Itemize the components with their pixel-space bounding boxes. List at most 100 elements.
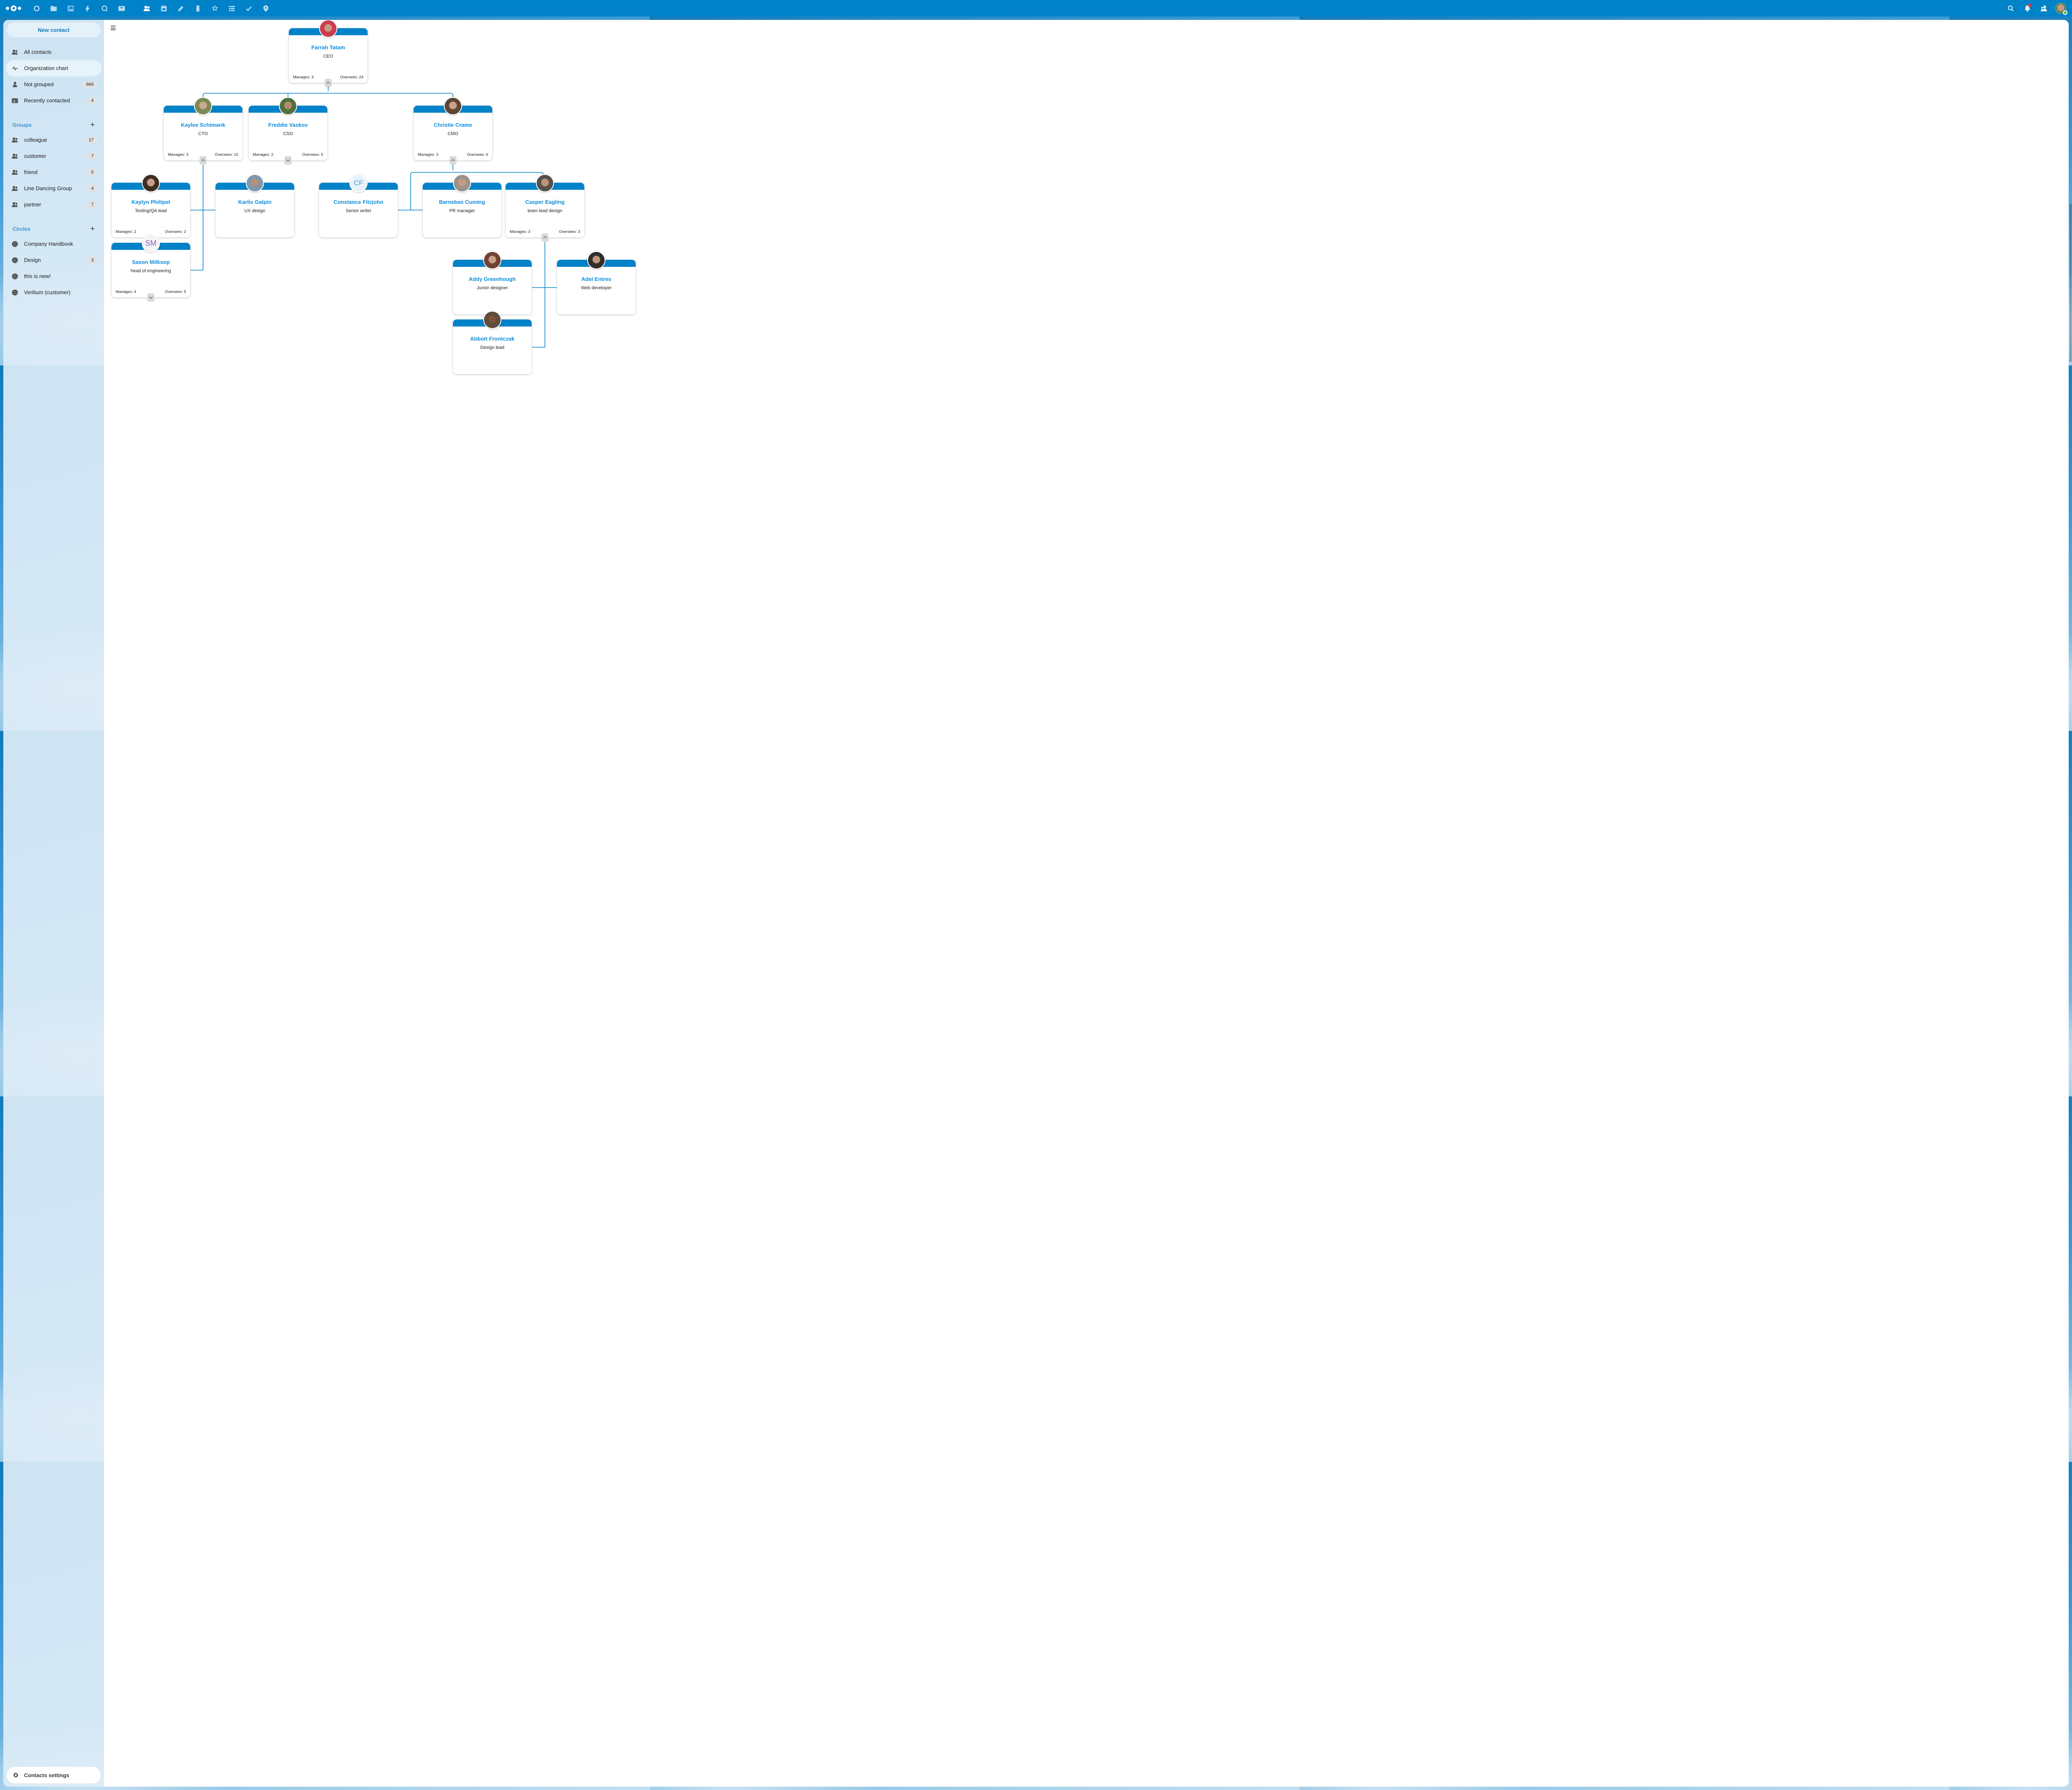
count-badge: 4 [87,185,97,192]
page-scrollbar[interactable] [2070,204,2072,362]
notification-unread-dot [2028,4,2031,7]
oversees-count: Oversees: 5 [165,290,186,294]
org-card-saxon-milksop[interactable]: SM Saxon Milksop head of engineering Man… [111,234,190,301]
maps-icon[interactable] [261,3,271,13]
avatar-abbott-frontczak [483,311,501,329]
collapse-children-button[interactable] [542,233,548,241]
contact-name-link[interactable]: Kaylee Schimank [181,122,225,128]
sidebar-item-circle-this-is-new[interactable]: this is new! [6,268,102,284]
circles-section-header: Circles + [6,222,102,236]
mail-icon[interactable] [116,3,126,13]
org-card-constance-fitzjohn[interactable]: CF Constance Fitzjohn Senior writer [319,174,398,237]
org-card-abbott-frontczak[interactable]: Abbott Frontczak Design lead [453,311,532,374]
people-icon [12,169,18,176]
user-avatar[interactable] [2055,3,2067,15]
contact-name-link[interactable]: Christie Crame [433,122,472,128]
org-chart-canvas[interactable]: Farrah Tatam CEO Manages: 3 Oversees: 24 … [104,20,2069,1787]
hamburger-menu-icon[interactable] [107,23,119,35]
chevron-up-icon [451,159,455,163]
talk-icon[interactable] [99,3,109,13]
sidebar-item-group-line-dancing[interactable]: Line Dancing Group 4 [6,180,102,196]
contact-name-link[interactable]: Abbott Frontczak [470,336,515,342]
org-card-karlis-galpin[interactable]: Karlis Galpin UX design [215,174,294,237]
people-icon [12,201,18,208]
org-card-casper-eagling[interactable]: Casper Eagling team lead design Manages:… [506,174,584,241]
deck-icon[interactable] [193,3,203,13]
oversees-count: Oversees: 2 [165,230,186,234]
sidebar-item-circle-verilium[interactable]: Verilium (customer) [6,284,102,300]
new-contact-button[interactable]: New contact [7,22,101,37]
manages-count: Manages: 3 [510,230,530,234]
contacts-menu-icon[interactable] [2039,3,2049,13]
collapse-children-button[interactable] [325,79,332,87]
sidebar-item-label: Organization chart [24,65,68,71]
org-card-farrah-tatam[interactable]: Farrah Tatam CEO Manages: 3 Oversees: 24 [289,20,368,87]
avatar-kaylee-schimank [194,97,212,115]
expand-children-button[interactable] [148,293,154,301]
contact-role: Junior designer [477,285,508,290]
notifications-bell-icon[interactable] [2022,3,2032,13]
sidebar-item-circle-company-handbook[interactable]: Company Handbook [6,236,102,252]
org-card-kaylee-schimank[interactable]: Kaylee Schimank CTO Manages: 3 Oversees: … [164,97,242,164]
calendar-icon[interactable] [159,3,169,13]
contact-name-link[interactable]: Addy Greenhough [469,276,516,282]
search-icon[interactable] [2006,3,2016,13]
nextcloud-logo[interactable] [6,3,25,13]
count-badge: 966 [82,81,97,88]
person-icon [12,81,18,88]
circle-icon [12,257,18,264]
activity-icon[interactable] [82,3,92,13]
manages-count: Manages: 3 [168,152,189,157]
collectives-icon[interactable] [210,3,220,13]
contact-role: Senior writer [346,208,371,213]
contact-name-link[interactable]: Barnebas Cuming [439,199,485,205]
todo-list-icon[interactable] [227,3,237,13]
sidebar-item-group-colleague[interactable]: colleague 17 [6,132,102,148]
org-card-addy-greenhough[interactable]: Addy Greenhough Junior designer [453,251,532,314]
expand-children-button[interactable] [285,156,291,164]
org-card-freddie-vaskov[interactable]: Freddie Vaskov CSO Manages: 2 Oversees: 5 [249,97,327,164]
org-card-adel-entres[interactable]: Adel Entres Web developer [557,251,636,314]
dashboard-icon[interactable] [31,3,41,13]
contact-name-link[interactable]: Adel Entres [581,276,612,282]
avatar-karlis-galpin [246,174,264,192]
chevron-up-icon [326,81,330,85]
collapse-children-button[interactable] [450,156,456,164]
sidebar-item-label: Not grouped [24,81,54,87]
contact-card-icon [12,97,18,104]
sidebar-item-group-customer[interactable]: customer 7 [6,148,102,164]
org-card-barnebas-cuming[interactable]: Barnebas Cuming PR manager [423,174,501,237]
contact-role: CTO [198,131,208,136]
top-navbar [0,0,2072,17]
files-icon[interactable] [48,3,58,13]
sidebar-item-circle-design[interactable]: Design 3 [6,252,102,268]
sidebar-item-not-grouped[interactable]: Not grouped 966 [6,76,102,92]
sidebar-item-group-partner[interactable]: partner 7 [6,196,102,213]
sidebar-item-recently-contacted[interactable]: Recently contacted 4 [6,92,102,109]
contacts-app-icon[interactable] [142,3,152,13]
contact-name-link[interactable]: Casper Eagling [525,199,565,205]
contact-name-link[interactable]: Constance Fitzjohn [334,199,383,205]
contacts-settings-button[interactable]: Contacts settings [7,1767,101,1783]
pulse-icon [12,65,18,72]
photos-icon[interactable] [65,3,75,13]
collapse-children-button[interactable] [200,156,206,164]
contact-name-link[interactable]: Farrah Tatam [311,44,345,51]
sidebar-item-group-friend[interactable]: friend 5 [6,164,102,180]
add-circle-button[interactable]: + [90,224,95,233]
contact-role: CSO [283,131,293,136]
contact-name-link[interactable]: Kaylyn Philipet [131,199,170,205]
org-card-kaylyn-philipet[interactable]: Kaylyn Philipet Testing/QA lead Manages:… [111,174,190,237]
org-card-christie-crame[interactable]: Christie Crame CMO Manages: 3 Oversees: 6 [414,97,492,164]
chevron-up-icon [201,159,205,163]
sidebar-item-organization-chart[interactable]: Organization chart [6,60,102,76]
sidebar-item-all-contacts[interactable]: All contacts [6,44,102,60]
avatar-initials-saxon-milksop: SM [142,234,160,252]
tasks-icon[interactable] [244,3,254,13]
notes-icon[interactable] [176,3,186,13]
contact-name-link[interactable]: Freddie Vaskov [268,122,308,128]
add-group-button[interactable]: + [90,120,95,129]
contact-name-link[interactable]: Karlis Galpin [238,199,272,205]
contact-name-link[interactable]: Saxon Milksop [132,259,170,265]
count-badge: 3 [87,256,97,264]
